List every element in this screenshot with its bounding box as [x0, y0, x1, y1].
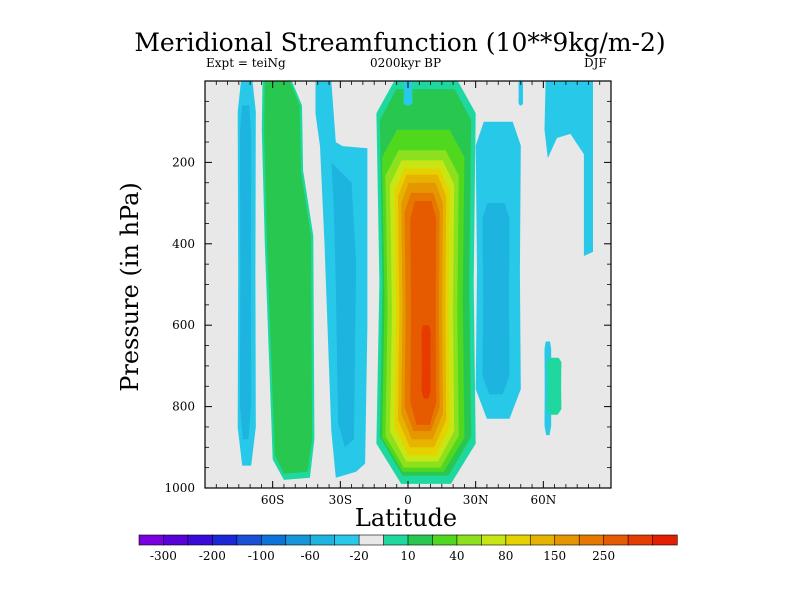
- x-tick-label: 60N: [530, 493, 556, 507]
- hadley-cell-level-10: [421, 325, 431, 399]
- colorbar-label: -200: [199, 549, 226, 563]
- colorbar-swatch: [212, 534, 238, 546]
- colorbar-swatch: [163, 534, 189, 546]
- y-axis-title: Pressure (in hPa): [116, 182, 144, 392]
- colorbar-swatch: [358, 534, 385, 546]
- colorbar-swatch: [334, 534, 360, 546]
- colorbar-swatch: [554, 534, 580, 546]
- sh-midlat-positive-band: [264, 81, 313, 474]
- colorbar-swatch: [432, 534, 458, 546]
- season-label: DJF: [584, 56, 607, 70]
- colorbar-label: -20: [349, 549, 368, 563]
- nh-highlat-negative-cell: [544, 81, 593, 256]
- colorbar-swatch: [505, 534, 531, 546]
- x-tick-label: 30N: [463, 493, 489, 507]
- x-tick-label: 0: [404, 493, 412, 507]
- colorbar-swatch: [260, 534, 287, 546]
- colorbar-swatch: [578, 534, 605, 546]
- y-tick-label: 1000: [164, 481, 195, 495]
- colorbar-label: 250: [592, 549, 615, 563]
- colorbar-swatch: [652, 534, 678, 546]
- experiment-label: Expt = teiNg: [206, 56, 286, 70]
- colorbar-label: 150: [543, 549, 566, 563]
- colorbar-swatch: [529, 534, 556, 546]
- x-axis-title: Latitude: [354, 504, 458, 532]
- sh-subtropical-negative-core: [331, 162, 357, 448]
- colorbar-swatch: [383, 534, 409, 546]
- x-tick-label: 60S: [261, 493, 285, 507]
- period-label: 0200kyr BP: [370, 56, 442, 70]
- colorbar-label: 40: [449, 549, 464, 563]
- y-tick-label: 800: [172, 400, 195, 414]
- nh-negative-wisp: [518, 81, 523, 106]
- colorbar-swatch: [236, 534, 262, 546]
- sh-polar-negative-core: [240, 105, 252, 440]
- y-tick-label: 600: [172, 318, 195, 332]
- colorbar-swatch: [187, 534, 213, 546]
- chart-title: Meridional Streamfunction (10**9kg/m-2): [134, 28, 666, 57]
- colorbar-swatch: [627, 534, 654, 546]
- colorbar-label: 10: [400, 549, 415, 563]
- x-tick-label: 30S: [329, 493, 353, 507]
- colorbar-swatch: [407, 534, 434, 546]
- colorbar-label: 80: [498, 549, 513, 563]
- y-tick-label: 200: [172, 155, 195, 169]
- nh-highlat-positive-patch: [546, 357, 562, 415]
- colorbar-swatch: [138, 534, 165, 546]
- y-tick-label: 400: [172, 237, 195, 251]
- equatorial-negative-wisp: [403, 81, 413, 106]
- colorbar-swatch: [456, 534, 482, 546]
- colorbar-swatch: [285, 534, 311, 546]
- colorbar-label: -60: [301, 549, 320, 563]
- colorbar-label: -300: [150, 549, 177, 563]
- nh-subtropical-negative-core: [482, 203, 510, 395]
- colorbar-label: -100: [248, 549, 275, 563]
- colorbar-swatch: [603, 534, 629, 546]
- colorbar-swatch: [309, 534, 336, 546]
- colorbar-swatch: [481, 534, 507, 546]
